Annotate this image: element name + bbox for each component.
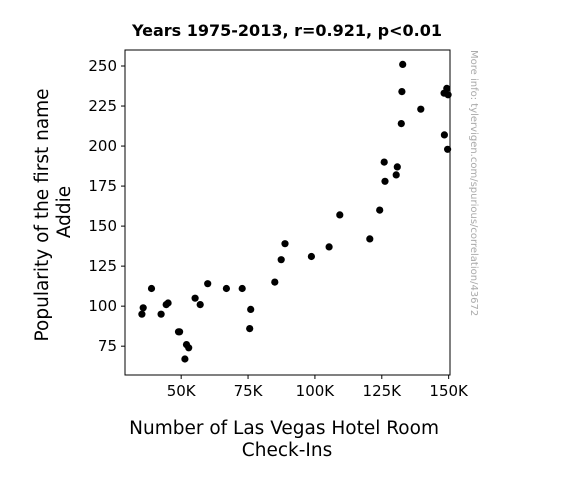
data-point-24: [366, 235, 374, 243]
y-tick-label-6: 225: [88, 97, 117, 115]
data-point-16: [246, 325, 254, 333]
x-axis-label-line-1: Number of Las Vegas Hotel Room: [129, 418, 439, 439]
x-axis-label: Number of Las Vegas Hotel Room Check-Ins: [129, 418, 445, 461]
data-point-32: [399, 60, 407, 68]
x-tick-label-2: 100K: [296, 382, 336, 400]
x-tick-label-4: 150K: [429, 382, 469, 400]
y-tick-label-5: 200: [88, 137, 117, 155]
data-point-12: [196, 301, 204, 309]
y-tick-label-3: 150: [88, 217, 117, 235]
data-point-19: [277, 256, 285, 264]
y-tick-label-1: 100: [88, 297, 117, 315]
data-point-7: [176, 328, 184, 336]
data-point-20: [281, 240, 289, 248]
watermark: More info: tylervigen.com/spurious/corre…: [468, 50, 479, 316]
x-axis-label-line-2: Check-Ins: [242, 440, 332, 461]
data-point-36: [443, 84, 451, 92]
y-axis-label-line-1: Popularity of the first name: [32, 88, 53, 341]
y-axis-label-line-2: Addie: [54, 186, 75, 238]
data-point-23: [336, 211, 344, 219]
data-point-18: [271, 278, 279, 286]
data-point-8: [181, 355, 189, 363]
data-point-30: [397, 120, 405, 128]
y-tick-label-4: 175: [88, 177, 117, 195]
data-point-31: [398, 88, 406, 96]
x-tick-label-1: 75K: [234, 382, 264, 400]
data-point-0: [138, 310, 146, 318]
data-point-5: [164, 299, 172, 307]
y-axis-label: Popularity of the first name Addie: [32, 83, 75, 342]
data-point-25: [376, 206, 384, 214]
data-point-29: [393, 163, 401, 171]
plot-frame: [124, 49, 451, 376]
y-axis-ticks: 75 100 125 150 175 200 225 250: [88, 57, 125, 355]
data-point-3: [157, 310, 165, 318]
data-point-11: [191, 294, 199, 302]
data-point-21: [307, 252, 315, 261]
data-point-37: [444, 145, 452, 153]
data-points: [138, 60, 452, 363]
data-point-27: [381, 177, 389, 185]
data-point-14: [222, 284, 230, 293]
data-point-35: [440, 131, 448, 139]
data-point-17: [247, 305, 255, 313]
x-axis-ticks: 50K 75K 100K 125K 150K: [167, 375, 469, 400]
plot-area: 50K 75K 100K 125K 150K 75 100 125 150 175 200 225 2…: [88, 49, 469, 400]
data-point-15: [238, 284, 246, 293]
x-tick-label-3: 125K: [363, 382, 403, 400]
y-tick-label-7: 250: [88, 57, 117, 75]
data-point-26: [380, 158, 388, 166]
data-point-33: [417, 105, 425, 113]
data-point-28: [392, 171, 400, 179]
data-point-1: [139, 304, 147, 312]
data-point-10: [185, 344, 193, 352]
y-tick-label-2: 125: [88, 257, 117, 275]
data-point-38: [444, 91, 452, 99]
data-point-13: [204, 280, 212, 288]
x-tick-label-0: 50K: [167, 382, 197, 400]
y-tick-label-0: 75: [98, 337, 117, 355]
data-point-22: [325, 243, 333, 251]
chart-title: Years 1975-2013, r=0.921, p<0.01: [131, 21, 442, 40]
data-point-2: [147, 284, 156, 293]
